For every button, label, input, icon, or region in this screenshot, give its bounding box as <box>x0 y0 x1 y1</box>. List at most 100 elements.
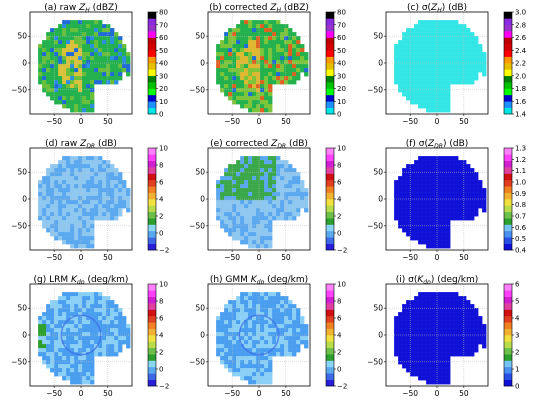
panel-f: (f) σ(ZDR) (dB)−50 0 50500−500.40.50.60.70… <box>367 139 527 262</box>
colorbar-tick-label: 4 <box>337 332 342 340</box>
panel-b-colorbar: 0 10 20 30 40 50 60 70 80 <box>325 9 346 119</box>
colorbar-tick-label: 2 <box>515 349 519 357</box>
colorbar-segment <box>326 31 334 38</box>
colorbar-segment <box>326 107 334 115</box>
panel-h: (h) GMM Kdp (deg/km) −50 0 50 50 0 −50 −2 0 2 4 6 8 1… <box>189 275 347 398</box>
colorbar-segment <box>326 18 334 26</box>
x-tick-label: 50 <box>459 253 469 262</box>
colorbar-tick-label: 20 <box>159 85 168 93</box>
colorbar-segment <box>148 199 156 206</box>
colorbar-segment <box>326 94 334 102</box>
y-tick-label: −50 <box>11 85 27 94</box>
panel-c: (c) σ(ZH) (dB) −50 0 50 50 0 −50 1.4 1.6 1.8 2.0 2.… <box>367 3 527 126</box>
colorbar-tick-label: 1.1 <box>515 167 526 175</box>
colorbar-segment <box>504 186 512 193</box>
colorbar-tick-label: 3 <box>515 332 519 340</box>
colorbar-segment <box>504 154 512 162</box>
colorbar-segment <box>326 63 334 70</box>
panel-i: (i) σ(Kdp) (deg/km) −50 0 50 50 0 −50 0 1 2 3 4 5 6 <box>367 275 520 398</box>
x-tick-label: −50 <box>46 389 62 398</box>
colorbar-segment <box>504 50 512 57</box>
y-tick-label: 0 <box>22 59 27 68</box>
colorbar-segment <box>504 322 512 329</box>
y-tick-label: 50 <box>17 168 27 177</box>
colorbar-tick-label: 2 <box>159 213 163 221</box>
panel-i-colorbar: 0 1 2 3 4 5 6 <box>503 281 520 391</box>
y-tick-label: 0 <box>22 195 27 204</box>
colorbar-segment <box>148 211 156 219</box>
colorbar-tick-label: 3.0 <box>515 9 526 17</box>
colorbar-segment <box>148 88 156 96</box>
colorbar-segment <box>504 94 512 102</box>
colorbar-segment <box>326 224 334 232</box>
colorbar-tick-label: 60 <box>159 34 168 42</box>
colorbar-segment <box>148 63 156 70</box>
y-tick-label: 0 <box>200 195 205 204</box>
panel-a-field <box>38 20 131 113</box>
colorbar-segment <box>148 224 156 232</box>
colorbar-segment <box>504 82 512 89</box>
colorbar-segment <box>148 192 156 200</box>
colorbar-segment <box>504 12 512 19</box>
panel-e-colorbar: −2 0 2 4 6 8 10 <box>325 145 347 255</box>
colorbar-tick-label: 6 <box>159 315 164 323</box>
y-tick-label: 50 <box>17 32 27 41</box>
colorbar-segment <box>148 107 156 115</box>
x-tick-label: −50 <box>402 389 418 398</box>
colorbar-segment <box>326 379 334 387</box>
colorbar-tick-label: 50 <box>337 47 346 55</box>
colorbar-segment <box>326 12 334 19</box>
colorbar-tick-label: 10 <box>159 145 168 153</box>
colorbar-segment <box>504 284 512 291</box>
y-tick-label: −50 <box>189 85 205 94</box>
x-tick-label: −50 <box>402 253 418 262</box>
colorbar-segment <box>148 379 156 387</box>
colorbar-segment <box>504 205 512 213</box>
colorbar-segment <box>148 296 156 304</box>
colorbar-tick-label: 1.8 <box>515 85 526 93</box>
colorbar-segment <box>326 173 334 181</box>
colorbar-segment <box>148 366 156 374</box>
colorbar-segment <box>148 94 156 102</box>
colorbar-segment <box>148 335 156 342</box>
colorbar-tick-label: 10 <box>159 281 168 289</box>
colorbar-segment <box>326 354 334 361</box>
colorbar-segment <box>148 154 156 162</box>
colorbar-tick-label: 0 <box>159 366 163 374</box>
colorbar-tick-label: −2 <box>337 383 347 391</box>
colorbar-tick-label: 70 <box>159 21 168 29</box>
colorbar-segment <box>504 373 512 380</box>
colorbar-tick-label: 10 <box>159 98 168 106</box>
colorbar-tick-label: 8 <box>159 162 163 170</box>
colorbar-tick-label: 8 <box>159 298 163 306</box>
colorbar-segment <box>326 373 334 380</box>
colorbar-tick-label: 80 <box>159 9 168 17</box>
colorbar-segment <box>504 237 512 244</box>
colorbar-tick-label: 0 <box>337 230 341 238</box>
y-tick-label: −50 <box>189 357 205 366</box>
colorbar-tick-label: 0 <box>337 111 341 119</box>
x-tick-label: −50 <box>402 117 418 126</box>
colorbar-segment <box>504 101 512 108</box>
colorbar-segment <box>148 186 156 193</box>
colorbar-segment <box>148 101 156 108</box>
panel-d-colorbar: −2 0 2 4 6 8 10 <box>147 145 169 255</box>
y-tick-label: −50 <box>367 221 383 230</box>
y-tick-label: 50 <box>373 32 383 41</box>
colorbar-segment <box>504 366 512 374</box>
colorbar-segment <box>326 88 334 96</box>
colorbar-segment <box>326 82 334 89</box>
colorbar-tick-label: 0.5 <box>515 235 526 243</box>
colorbar-tick-label: 10 <box>337 281 346 289</box>
colorbar-segment <box>504 347 512 355</box>
colorbar-segment <box>148 328 156 336</box>
colorbar-segment <box>148 82 156 89</box>
colorbar-segment <box>504 199 512 206</box>
colorbar-segment <box>504 18 512 26</box>
colorbar-segment <box>326 167 334 174</box>
colorbar-segment <box>504 296 512 304</box>
colorbar-tick-label: 0 <box>515 383 519 391</box>
colorbar-segment <box>326 366 334 374</box>
colorbar-segment <box>326 290 334 298</box>
